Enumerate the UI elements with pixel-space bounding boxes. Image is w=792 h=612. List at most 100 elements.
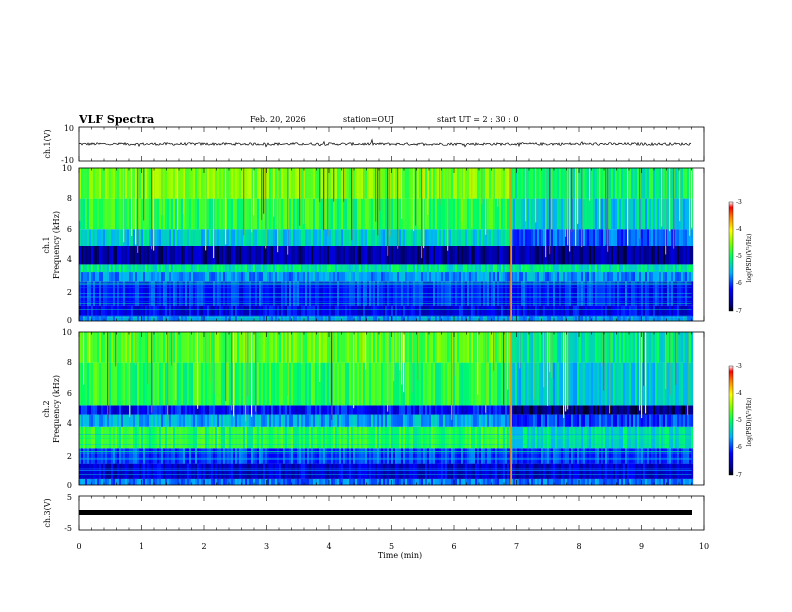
spec2-cell-6 [323, 362, 326, 406]
spec1-cell-8 [81, 168, 84, 199]
spec2-cell-1 [435, 463, 438, 479]
spec1-cell-5 [587, 246, 590, 265]
spec1-cell-3 [179, 272, 182, 282]
spec1-sferic [261, 168, 263, 220]
spec2-cell-4 [437, 414, 440, 427]
spec2-cell-2 [541, 448, 544, 464]
spec1-cell-6 [273, 229, 276, 246]
spec1-cell-8 [667, 168, 670, 199]
spec2-cell-3 [155, 426, 158, 449]
spec2-cell-3 [365, 426, 368, 449]
spec2-cell-4 [425, 414, 428, 427]
spec2-cell-3 [157, 426, 160, 449]
spec2-cell-2 [149, 448, 152, 464]
spec2-cell-1 [519, 463, 522, 479]
spec2-cell-0 [285, 478, 288, 485]
spec1-cell-1 [603, 305, 606, 317]
spec1-sferic [123, 168, 125, 243]
spec2-cell-7 [367, 332, 370, 363]
spec1-cell-7 [99, 198, 102, 230]
spec1-cell-4 [615, 264, 618, 273]
spec2-cell-7 [297, 332, 300, 363]
spec2-cell-1 [381, 463, 384, 479]
spec2-cell-0 [447, 478, 450, 485]
spec1-cell-4 [343, 264, 346, 273]
spec2-cell-2 [395, 448, 398, 464]
spec2-cell-0 [223, 478, 226, 485]
spec2-cell-0 [163, 478, 166, 485]
spec2-cell-0 [433, 478, 436, 485]
spec2-cell-0 [205, 478, 208, 485]
spec1-cell-4 [109, 264, 112, 273]
spec2-cell-0 [473, 478, 476, 485]
spec2-cell-6 [531, 362, 534, 406]
spec2-cell-7 [281, 332, 284, 363]
spec1-cell-5 [245, 246, 248, 265]
spec1-cell-8 [555, 168, 558, 199]
spec1-cell-0 [445, 316, 448, 321]
spec2-cell-4 [239, 414, 242, 427]
spec2-cell-0 [131, 478, 134, 485]
spec1-cell-5 [521, 246, 524, 265]
spec2-cell-2 [487, 448, 490, 464]
spec1-cell-1 [505, 305, 508, 317]
spec2-cell-1 [273, 463, 276, 479]
spec2-cell-3 [467, 426, 470, 449]
spec2-cell-4 [535, 414, 538, 427]
spec1-cell-7 [367, 198, 370, 230]
spec1-cell-7 [339, 198, 342, 230]
spec1-cell-8 [603, 168, 606, 199]
spec2-cell-1 [251, 463, 254, 479]
spec1-cell-3 [627, 272, 630, 282]
spec2-cell-6 [423, 362, 426, 406]
spec2-cell-7 [523, 332, 526, 363]
spec1-cell-6 [529, 229, 532, 246]
spec1-cell-6 [125, 229, 128, 246]
spec1-cell-6 [231, 229, 234, 246]
spec1-cell-3 [689, 272, 692, 282]
spec2-cell-4 [195, 414, 198, 427]
spec1-cell-1 [357, 305, 360, 317]
spec2-cell-2 [507, 448, 510, 464]
spec2-cell-4 [527, 414, 530, 427]
spec2-cell-6 [415, 362, 418, 406]
spec1-cell-0 [447, 316, 450, 321]
spec1-cell-3 [133, 272, 136, 282]
spec2-cell-7 [103, 332, 106, 363]
spec2-cell-6 [301, 362, 304, 406]
spec2-cell-6 [383, 362, 386, 406]
spec2-cell-6 [85, 362, 88, 406]
spec1-cell-3 [199, 272, 202, 282]
spec1-cell-5 [397, 246, 400, 265]
spec2-cell-1 [511, 463, 514, 479]
spec2-cell-5 [513, 405, 516, 415]
spec1-cell-5 [531, 246, 534, 265]
spec1-cell-3 [505, 272, 508, 282]
spec1-cell-0 [655, 316, 658, 321]
spec1-cell-0 [669, 316, 672, 321]
spec1-cell-7 [381, 198, 384, 230]
spec2-cell-6 [371, 362, 374, 406]
spec1-cell-5 [111, 246, 114, 265]
spec2-cell-6 [303, 362, 306, 406]
spec2-cell-1 [361, 463, 364, 479]
spec2-cell-1 [109, 463, 112, 479]
spec1-cell-6 [211, 229, 214, 246]
spec2-cell-3 [415, 426, 418, 449]
spec1-cell-5 [211, 246, 214, 265]
spec1-cell-4 [511, 264, 514, 273]
spec2-cell-4 [361, 414, 364, 427]
spec1-cell-4 [659, 264, 662, 273]
spec2-cell-4 [337, 414, 340, 427]
spec2-cell-3 [437, 426, 440, 449]
spec2-cell-7 [293, 332, 296, 363]
spec2-cell-4 [507, 414, 510, 427]
spec2-cell-1 [139, 463, 142, 479]
spec1-cell-0 [191, 316, 194, 321]
spec2-cell-4 [229, 414, 232, 427]
spec1-cell-7 [179, 198, 182, 230]
spec1-sferic [427, 168, 429, 215]
spec1-cell-7 [675, 198, 678, 230]
spec2-cell-7 [105, 332, 108, 363]
spec1-cell-3 [521, 272, 524, 282]
